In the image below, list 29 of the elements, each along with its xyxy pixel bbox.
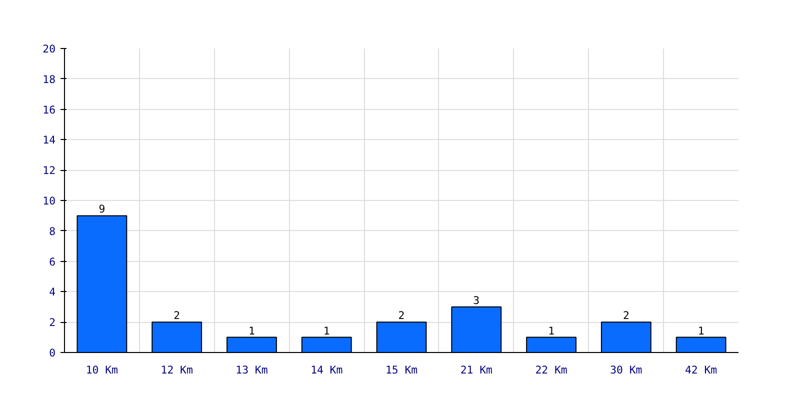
data-label: 2 (174, 309, 180, 322)
y-tick-label: 2 (49, 316, 56, 330)
y-tick-label: 0 (49, 346, 56, 360)
x-tick-label: 42 Km (685, 364, 718, 376)
x-tick-label: 30 Km (610, 364, 642, 376)
y-tick-label: 16 (42, 103, 56, 116)
x-tick-label: 14 Km (310, 364, 343, 376)
data-label: 2 (398, 309, 405, 322)
y-tick-label: 6 (49, 255, 56, 268)
y-tick-label: 18 (42, 72, 56, 86)
data-label: 1 (248, 324, 255, 338)
y-tick-label: 12 (42, 164, 56, 178)
data-label: 3 (473, 294, 480, 307)
x-tick-label: 10 Km (86, 364, 118, 376)
x-tick-label: 22 Km (535, 364, 568, 376)
x-tick-label: 13 Km (236, 364, 268, 376)
data-label: 9 (98, 202, 106, 216)
data-label: 1 (323, 324, 330, 338)
y-tick-label: 20 (42, 42, 56, 56)
x-tick-label: 12 Km (160, 364, 193, 376)
y-tick-label: 8 (49, 224, 56, 238)
data-label: 1 (548, 324, 554, 338)
data-label: 2 (622, 309, 630, 322)
x-tick-label: 21 Km (460, 364, 492, 376)
y-tick-label: 10 (42, 194, 56, 208)
data-label: 1 (698, 324, 704, 338)
x-tick-label: 15 Km (385, 364, 418, 376)
y-tick-label: 4 (49, 286, 56, 299)
y-tick-label: 14 (42, 134, 56, 147)
